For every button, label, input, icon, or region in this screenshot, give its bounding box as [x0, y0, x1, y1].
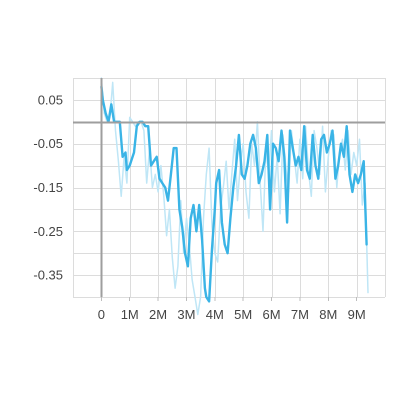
x-tick-label: 5M	[234, 307, 252, 322]
raw-series-line	[100, 77, 369, 316]
x-tick-label: 9M	[348, 307, 366, 322]
x-tick-label: 0	[98, 307, 105, 322]
y-tick-label: -0.05	[33, 136, 63, 151]
axes	[73, 78, 385, 297]
x-tick-label: 7M	[291, 307, 309, 322]
x-tick-label: 1M	[121, 307, 139, 322]
x-tick-label: 4M	[206, 307, 224, 322]
y-axis-ticks: 0.05 -0.05 -0.15 -0.25 -0.35	[33, 92, 63, 282]
x-tick-label: 2M	[149, 307, 167, 322]
x-tick-label: 6M	[263, 307, 281, 322]
x-tick-label: 8M	[319, 307, 337, 322]
y-tick-label: 0.05	[38, 92, 63, 107]
y-tick-label: -0.15	[33, 180, 63, 195]
y-tick-label: -0.25	[33, 224, 63, 239]
raw-series	[100, 77, 369, 316]
smoothed-series-line	[100, 85, 368, 303]
x-axis-ticks: 0 1M 2M 3M 4M 5M 6M 7M 8M 9M	[98, 297, 366, 322]
x-tick-label: 3M	[177, 307, 195, 322]
y-tick-label: -0.35	[33, 268, 63, 283]
smoothed-series	[100, 85, 368, 303]
